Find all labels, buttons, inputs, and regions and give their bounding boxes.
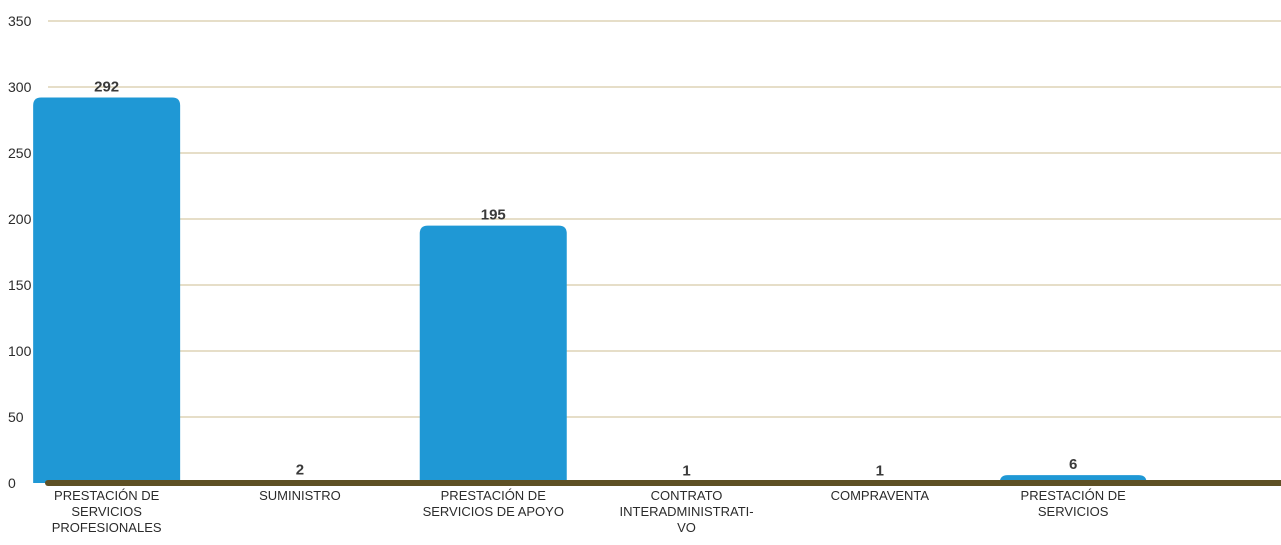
gridlines [48,20,1281,418]
y-tick-label: 250 [8,145,32,161]
category-label: PRESTACIÓN DE SERVICIOS PROFESIONALES [52,488,162,535]
data-label: 292 [94,79,119,96]
y-tick-label: 200 [8,211,32,227]
y-tick-label: 50 [8,409,24,425]
y-tick-label: 350 [8,13,32,29]
category-label: SUMINISTRO [259,488,341,503]
y-tick-label: 150 [8,277,32,293]
category-label: CONTRATO INTERADMINISTRATI-VO [620,488,754,535]
data-label: 6 [1069,456,1077,473]
data-label: 2 [296,461,304,478]
data-labels: 292 2 195 1 1 6 [94,79,1077,480]
y-axis-ticks: 0 50 100 150 200 250 300 350 [8,13,32,491]
y-tick-label: 300 [8,79,32,95]
category-label: PRESTACIÓN DE SERVICIOS [1021,488,1127,519]
bar [33,97,181,483]
category-label: PRESTACIÓN DE SERVICIOS DE APOYO [423,488,564,519]
data-label: 1 [682,463,690,480]
data-label: 195 [481,207,506,224]
y-tick-label: 100 [8,343,32,359]
data-label: 1 [876,463,884,480]
y-tick-label: 0 [8,475,16,491]
category-labels: PRESTACIÓN DE SERVICIOS PROFESIONALES SUMIN… [52,488,1126,535]
category-label: COMPRAVENTA [831,488,930,503]
bars [33,97,1147,483]
bar [419,225,567,483]
